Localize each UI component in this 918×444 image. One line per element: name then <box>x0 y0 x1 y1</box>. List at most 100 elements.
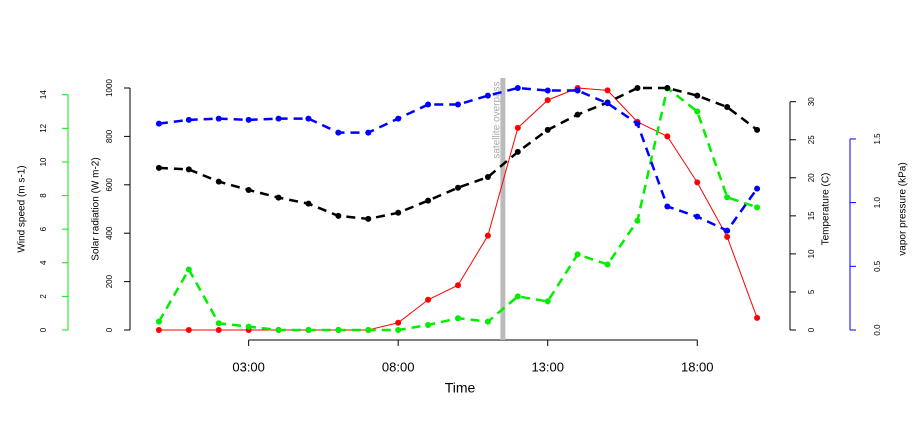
data-point <box>574 87 581 94</box>
data-point <box>185 166 192 173</box>
y-tick-label: 0 <box>39 327 48 332</box>
data-point <box>425 296 432 303</box>
data-point <box>634 120 641 127</box>
data-point <box>335 212 342 219</box>
x-tick-label: 08:00 <box>382 359 415 374</box>
data-point <box>664 133 671 140</box>
x-tick-label: 18:00 <box>681 359 714 374</box>
data-point <box>604 261 611 268</box>
data-point <box>484 92 491 99</box>
y-tick-label: 14 <box>39 90 48 99</box>
data-point <box>544 126 551 133</box>
data-point <box>275 327 282 333</box>
y-tick-label: 30 <box>807 97 816 106</box>
data-point <box>455 315 461 322</box>
data-point <box>425 321 432 328</box>
data-point <box>634 217 641 224</box>
data-point <box>185 266 192 273</box>
y-tick-label: 5 <box>807 289 816 294</box>
y-tick-label: 10 <box>39 157 48 166</box>
data-point <box>305 327 312 333</box>
data-point <box>395 115 402 122</box>
data-point <box>514 293 521 300</box>
y-tick-label: 12 <box>39 123 48 132</box>
data-point <box>215 115 222 122</box>
data-point <box>215 320 222 327</box>
y-tick-label: 8 <box>39 193 48 198</box>
data-point <box>365 327 372 333</box>
y-tick-label: 0 <box>105 327 114 332</box>
data-point <box>634 85 641 91</box>
data-point <box>185 327 192 333</box>
data-point <box>694 92 701 99</box>
data-point <box>305 115 312 122</box>
x-axis-title: Time <box>445 380 476 396</box>
data-point <box>484 318 491 325</box>
data-point <box>395 209 402 216</box>
data-point <box>455 282 461 289</box>
annotation-text: satellite overpass <box>492 81 503 158</box>
data-point <box>155 164 162 171</box>
y-tick-label: 15 <box>807 211 816 220</box>
data-point <box>215 327 222 333</box>
y-tick-label: 600 <box>105 178 114 192</box>
data-point <box>544 97 551 104</box>
data-point <box>365 129 372 136</box>
data-point <box>664 203 671 210</box>
y-tick-label: 25 <box>807 135 816 144</box>
data-point <box>245 323 252 330</box>
y-tick-label: 200 <box>105 274 114 288</box>
data-point <box>245 116 252 123</box>
y-tick-label: 10 <box>807 249 816 258</box>
data-point <box>514 148 521 155</box>
data-point <box>425 101 432 108</box>
data-point <box>155 120 162 127</box>
data-point <box>335 129 342 136</box>
data-point <box>754 126 761 133</box>
data-point <box>694 213 701 220</box>
series-line <box>158 86 758 221</box>
y-axis-title: Solar radiation (W m-2) <box>91 157 102 260</box>
y-axis-title: Temperature (C) <box>821 173 832 246</box>
data-point <box>754 204 761 211</box>
data-point <box>514 85 521 91</box>
data-point <box>455 184 461 191</box>
y-tick-label: 6 <box>39 226 48 231</box>
x-tick-label: 13:00 <box>531 359 564 374</box>
y-tick-label: 0.0 <box>873 324 882 336</box>
data-point <box>395 319 402 326</box>
y-tick-label: 2 <box>39 294 48 299</box>
data-point <box>305 200 312 207</box>
data-point <box>185 116 192 123</box>
y-tick-label: 1.0 <box>873 197 882 209</box>
y-tick-label: 20 <box>807 173 816 182</box>
data-point <box>484 174 491 181</box>
data-point <box>155 318 162 325</box>
y-tick-label: 0 <box>807 327 816 332</box>
y-tick-label: 1000 <box>105 79 114 97</box>
data-point <box>544 298 551 305</box>
data-point <box>155 327 162 333</box>
data-point <box>395 327 402 333</box>
data-point <box>484 232 491 239</box>
y-axis-title: vapor pressure (kPa) <box>898 162 909 255</box>
data-point <box>335 327 342 333</box>
data-point <box>724 194 731 201</box>
y-axis-title: Wind speed (m s-1) <box>17 165 28 252</box>
data-point <box>544 87 551 94</box>
data-point <box>604 100 611 107</box>
data-point <box>694 108 701 115</box>
data-point <box>664 85 671 91</box>
data-point <box>425 197 432 204</box>
y-tick-label: 800 <box>105 129 114 143</box>
data-point <box>215 178 222 185</box>
data-point <box>754 185 761 192</box>
data-point <box>574 251 581 258</box>
y-tick-label: 400 <box>105 226 114 240</box>
data-point <box>724 227 731 234</box>
data-point <box>275 115 282 122</box>
y-tick-label: 4 <box>39 260 48 265</box>
y-tick-label: 1.5 <box>873 133 882 145</box>
data-point <box>455 101 461 108</box>
